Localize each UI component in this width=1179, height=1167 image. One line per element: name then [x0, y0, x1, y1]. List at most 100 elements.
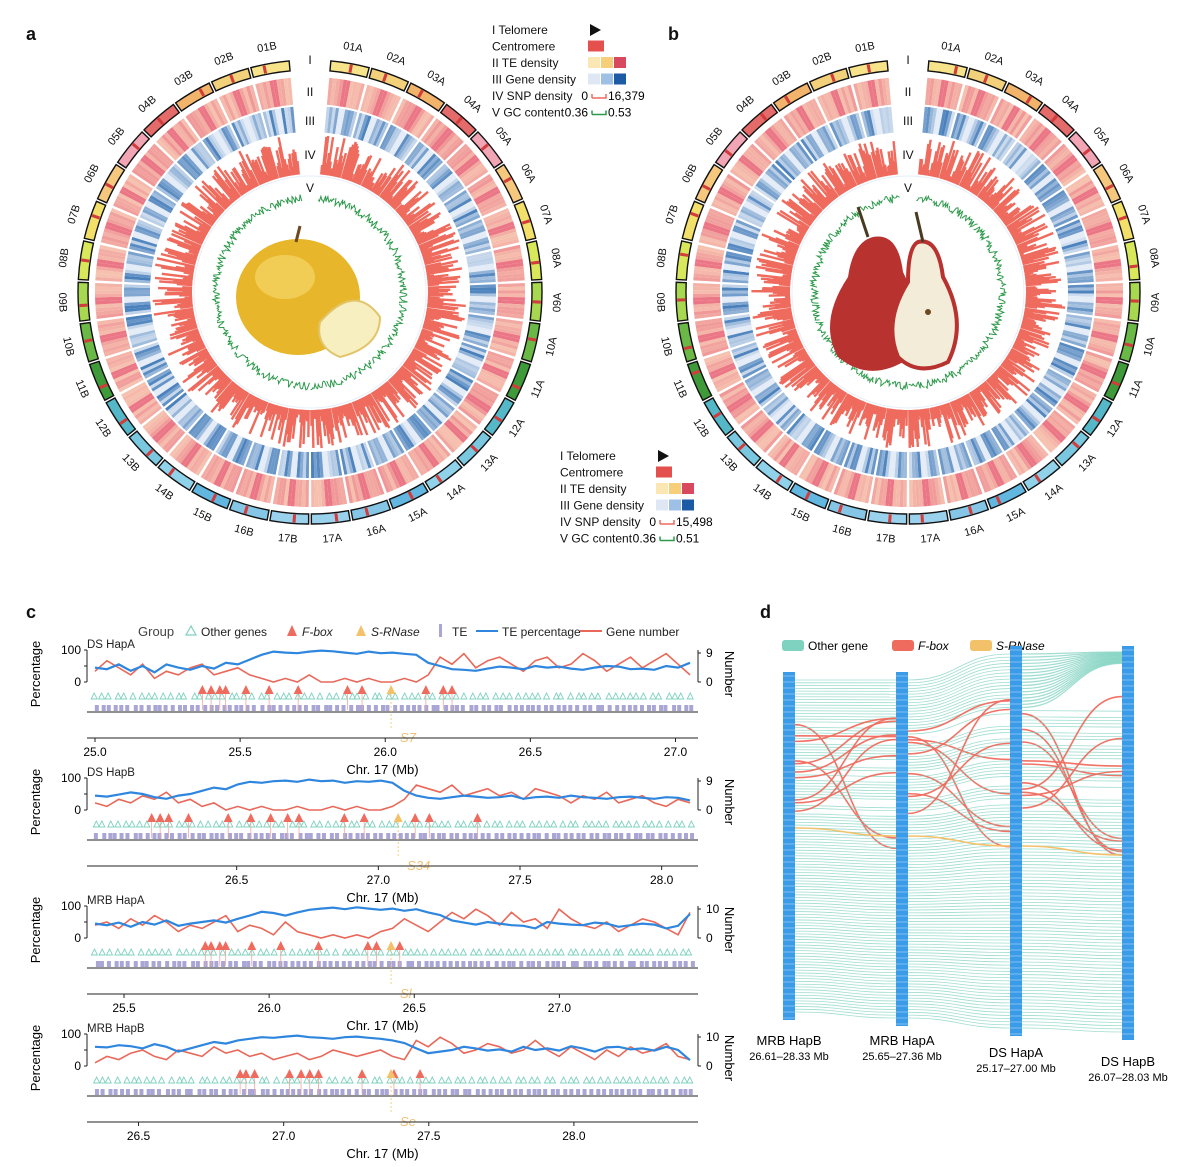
te-marker: [94, 1089, 99, 1095]
gene-flow: [1021, 983, 1123, 988]
te-marker: [664, 1089, 669, 1095]
chromosome-label: 05A: [1090, 125, 1112, 148]
te-density-bin: [238, 87, 251, 115]
snp-bar: [199, 193, 223, 215]
snp-bar: [391, 375, 405, 390]
te-density-bin: [811, 459, 827, 486]
gene-density-bin: [365, 117, 378, 143]
snp-bar: [941, 404, 954, 439]
te-density-bin: [336, 79, 344, 107]
snp-bar: [351, 401, 360, 417]
te-density-bin: [95, 273, 123, 279]
gene-density-bin: [855, 445, 866, 472]
te-density-bin: [955, 473, 966, 501]
gene-density-bin: [379, 124, 394, 150]
te-marker: [106, 961, 111, 967]
snp-bar: [415, 229, 435, 241]
panel-a: a01A02A03A04A05A06A07A08A09A10A11A12A13A…: [26, 23, 645, 546]
snp-bar: [942, 169, 948, 180]
other-gene-marker: [406, 1075, 414, 1084]
other-gene-marker: [195, 691, 204, 700]
snp-bar: [834, 394, 852, 424]
gene-density-bin: [133, 341, 159, 354]
te-density-bin: [1082, 211, 1109, 225]
te-marker: [165, 961, 170, 967]
other-gene-marker: [134, 1075, 143, 1084]
x-tick-label: 27.0: [548, 1001, 572, 1015]
gene-density-bin: [732, 344, 758, 357]
gene-flow: [1021, 901, 1123, 906]
other-gene-marker: [218, 819, 227, 828]
snp-bar: [1019, 252, 1025, 256]
f-box-marker: [313, 941, 323, 950]
te-density-bin: [1079, 365, 1106, 380]
te-density-bin: [1071, 381, 1097, 398]
snp-bar: [763, 280, 791, 285]
legend-label: TE percentage: [502, 625, 581, 639]
snp-bar: [374, 389, 399, 424]
other-gene-marker: [300, 819, 308, 828]
other-gene-marker: [375, 691, 383, 700]
snp-bar: [788, 200, 815, 222]
other-gene-marker: [315, 1075, 323, 1084]
snp-bar: [758, 259, 793, 270]
gene-density-bin: [1029, 170, 1051, 190]
gene-density-bin: [1067, 287, 1094, 291]
snp-bar: [803, 189, 825, 210]
snp-bar: [177, 302, 193, 307]
te-marker: [519, 833, 524, 839]
gene-density-bin: [171, 165, 193, 186]
gene-density-swatch: [656, 499, 668, 511]
snp-bar: [340, 146, 353, 179]
gene-density-bin: [296, 451, 301, 478]
te-density-bin: [1033, 131, 1055, 155]
te-marker: [259, 833, 264, 839]
te-density-bin: [1046, 417, 1069, 438]
other-gene-marker: [153, 819, 161, 828]
snp-bar: [379, 164, 405, 198]
snp-bar: [851, 397, 858, 407]
snp-bar: [915, 409, 921, 439]
snp-bar: [249, 169, 260, 187]
te-density-bin: [827, 466, 841, 493]
snp-bar: [261, 147, 275, 181]
snp-bar: [426, 273, 449, 279]
te-density-bin: [249, 84, 260, 112]
te-density-bin: [951, 474, 962, 502]
te-marker: [512, 833, 517, 839]
te-density-bin: [984, 95, 1000, 122]
gene-density-bin: [849, 443, 861, 470]
gene-density-bin: [735, 352, 761, 365]
snp-bar: [933, 147, 944, 178]
te-marker: [260, 1089, 265, 1095]
te-density-bin: [793, 451, 811, 476]
other-gene-marker: [228, 691, 236, 700]
te-density-bin: [189, 447, 208, 472]
legend-item: Centromere: [560, 466, 624, 480]
snp-bar: [184, 233, 204, 244]
te-density-bin: [242, 86, 254, 114]
other-gene-marker: [398, 1075, 406, 1084]
gene-flow: [794, 713, 897, 715]
snp-bar: [268, 404, 278, 432]
te-density-bin: [843, 85, 855, 113]
centromere-mark: [702, 184, 711, 191]
other-gene-marker: [686, 1075, 694, 1084]
centromere-mark: [382, 73, 388, 82]
gene-density-bin: [724, 260, 751, 268]
gene-density-bin: [927, 107, 935, 134]
snp-bar: [755, 318, 794, 331]
te-marker: [551, 961, 556, 967]
snp-bar: [974, 167, 997, 197]
snp-bar: [238, 181, 248, 194]
gene-density-bin: [379, 434, 394, 460]
other-gene-marker: [505, 947, 513, 956]
chromosome-label: 16B: [233, 523, 255, 540]
te-density-bin: [191, 110, 209, 136]
te-marker: [150, 1089, 155, 1095]
gene-flow: [1021, 1011, 1123, 1017]
te-density-bin: [497, 293, 525, 298]
snp-bar: [352, 163, 363, 183]
te-density-bin: [1016, 443, 1035, 468]
gc-content-line: [883, 193, 900, 204]
